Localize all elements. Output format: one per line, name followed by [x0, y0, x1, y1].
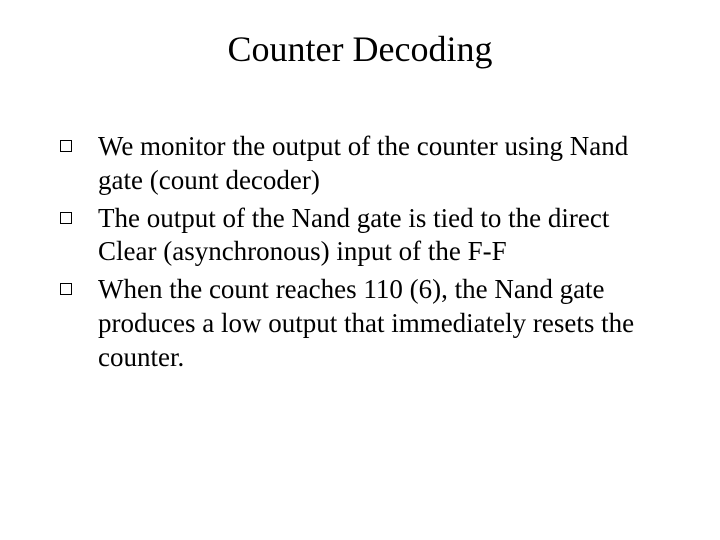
list-item: The output of the Nand gate is tied to t…	[50, 202, 670, 270]
square-bullet-icon	[60, 140, 72, 152]
list-item: When the count reaches 110 (6), the Nand…	[50, 273, 670, 374]
bullet-text: We monitor the output of the counter usi…	[98, 131, 628, 195]
bullet-text: When the count reaches 110 (6), the Nand…	[98, 274, 634, 372]
list-item: We monitor the output of the counter usi…	[50, 130, 670, 198]
square-bullet-icon	[60, 283, 72, 295]
bullet-list: We monitor the output of the counter usi…	[50, 130, 670, 374]
bullet-text: The output of the Nand gate is tied to t…	[98, 203, 609, 267]
square-bullet-icon	[60, 212, 72, 224]
slide-title: Counter Decoding	[50, 28, 670, 70]
